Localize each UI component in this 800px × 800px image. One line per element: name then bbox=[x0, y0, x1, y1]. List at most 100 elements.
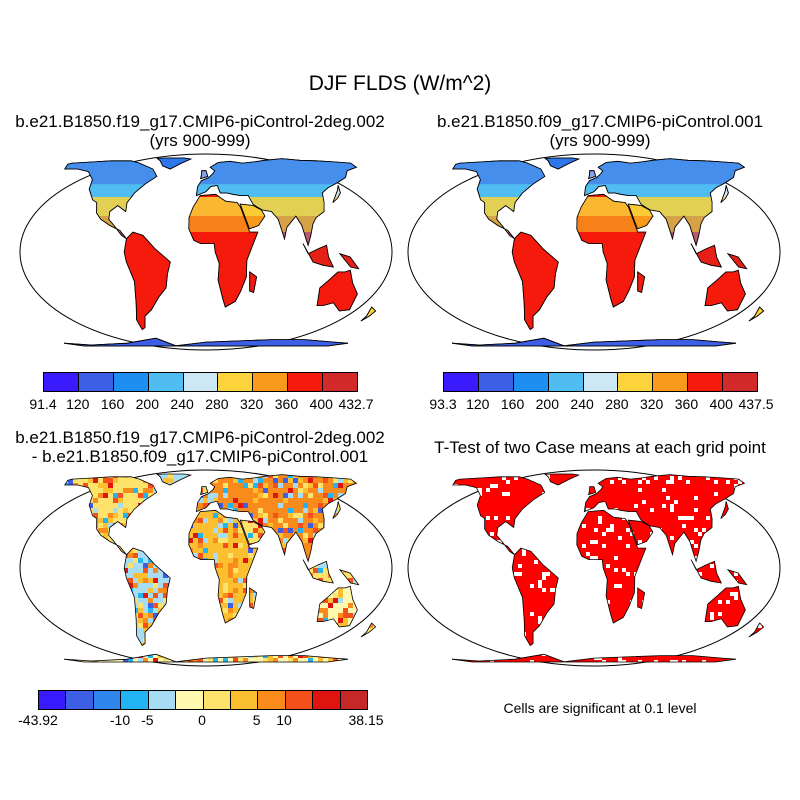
nonsignificant-cell bbox=[610, 528, 614, 532]
difference-cell bbox=[83, 474, 88, 478]
difference-cell bbox=[393, 623, 398, 628]
difference-cell bbox=[198, 538, 203, 543]
difference-cell bbox=[338, 638, 343, 643]
difference-cell bbox=[153, 658, 158, 662]
difference-cell bbox=[93, 508, 98, 513]
difference-cell bbox=[233, 568, 238, 573]
difference-cell bbox=[323, 478, 328, 483]
difference-cell bbox=[278, 528, 283, 533]
difference-cell bbox=[218, 598, 223, 603]
coastline-south-america bbox=[123, 547, 171, 647]
difference-cell bbox=[273, 658, 278, 662]
difference-cell bbox=[288, 528, 293, 533]
difference-cell bbox=[68, 653, 73, 658]
colorbar-tick-label: 0 bbox=[198, 712, 206, 728]
difference-cell bbox=[313, 648, 318, 653]
nonsignificant-cell bbox=[430, 476, 434, 480]
nonsignificant-cell bbox=[682, 524, 686, 528]
difference-cell bbox=[33, 488, 38, 493]
nonsignificant-cell bbox=[514, 476, 518, 480]
difference-cell bbox=[108, 653, 113, 658]
difference-cell bbox=[63, 663, 68, 668]
difference-cell bbox=[388, 543, 393, 548]
difference-cell bbox=[193, 553, 198, 558]
difference-cell bbox=[373, 498, 376, 503]
nonsignificant-cell bbox=[434, 664, 438, 668]
difference-cell bbox=[393, 603, 398, 608]
difference-cell bbox=[253, 538, 258, 543]
difference-cell bbox=[278, 498, 283, 503]
colorbar-swatch bbox=[121, 691, 149, 709]
difference-cell bbox=[118, 508, 123, 513]
nonsignificant-cell bbox=[538, 620, 542, 624]
colorbar-swatch bbox=[548, 373, 584, 391]
difference-cell bbox=[383, 663, 388, 668]
coastline-antarctica bbox=[451, 653, 737, 663]
difference-cell bbox=[288, 478, 293, 483]
difference-cell bbox=[288, 658, 293, 662]
nonsignificant-cell bbox=[774, 480, 778, 484]
significance-note: Cells are significant at 0.1 level bbox=[503, 700, 697, 716]
difference-cell bbox=[373, 468, 378, 473]
difference-cell bbox=[213, 553, 218, 558]
difference-cell bbox=[348, 648, 353, 653]
difference-cell bbox=[103, 533, 108, 538]
nonsignificant-cell bbox=[734, 652, 738, 656]
difference-cell bbox=[78, 474, 83, 478]
difference-cell bbox=[278, 538, 283, 543]
difference-cell bbox=[253, 488, 258, 493]
difference-cell bbox=[123, 498, 128, 503]
difference-cell bbox=[278, 533, 283, 538]
difference-cell bbox=[353, 503, 358, 508]
nonsignificant-cell bbox=[734, 592, 738, 596]
difference-cell bbox=[223, 538, 228, 543]
difference-cell bbox=[123, 474, 128, 478]
difference-cell bbox=[258, 488, 263, 493]
difference-cell bbox=[258, 508, 263, 513]
difference-cell bbox=[143, 618, 148, 623]
difference-cell bbox=[38, 503, 43, 508]
nonsignificant-cell bbox=[714, 492, 718, 496]
difference-cell bbox=[368, 628, 373, 633]
difference-cell bbox=[108, 513, 113, 518]
difference-cell bbox=[233, 478, 238, 483]
difference-cell bbox=[383, 518, 388, 523]
colorbar-swatch bbox=[258, 691, 286, 709]
difference-cell bbox=[113, 468, 118, 473]
difference-cell bbox=[248, 508, 253, 513]
difference-cell bbox=[48, 493, 53, 498]
nonsignificant-cell bbox=[702, 660, 706, 662]
colorbar-tick-label: 437.5 bbox=[738, 396, 774, 412]
difference-cell bbox=[83, 483, 88, 488]
nonsignificant-cell bbox=[410, 472, 414, 476]
difference-cell bbox=[263, 663, 268, 668]
difference-cell bbox=[378, 608, 383, 613]
difference-cell bbox=[328, 603, 333, 608]
difference-cell bbox=[283, 498, 288, 503]
nonsignificant-cell bbox=[430, 504, 434, 508]
nonsignificant-cell bbox=[410, 636, 414, 640]
nonsignificant-cell bbox=[438, 492, 442, 496]
nonsignificant-cell bbox=[762, 492, 764, 496]
nonsignificant-cell bbox=[734, 640, 738, 644]
difference-cell bbox=[338, 623, 343, 628]
difference-cell bbox=[333, 643, 338, 648]
difference-cell bbox=[218, 573, 223, 578]
nonsignificant-cell bbox=[494, 484, 498, 488]
difference-cell bbox=[53, 628, 58, 633]
difference-cell bbox=[343, 653, 348, 658]
difference-cell bbox=[43, 653, 48, 658]
difference-cell bbox=[383, 528, 388, 533]
nonsignificant-cell bbox=[602, 660, 606, 662]
difference-cell bbox=[138, 558, 143, 563]
nonsignificant-cell bbox=[670, 504, 674, 508]
difference-cell bbox=[378, 613, 383, 618]
difference-cell bbox=[323, 613, 328, 618]
colorbar-swatch bbox=[444, 373, 479, 391]
nonsignificant-cell bbox=[434, 660, 438, 664]
difference-cell bbox=[298, 528, 303, 533]
difference-cell bbox=[253, 468, 258, 473]
difference-cell bbox=[338, 493, 343, 498]
nonsignificant-cell bbox=[682, 516, 686, 520]
nonsignificant-cell bbox=[638, 488, 642, 492]
